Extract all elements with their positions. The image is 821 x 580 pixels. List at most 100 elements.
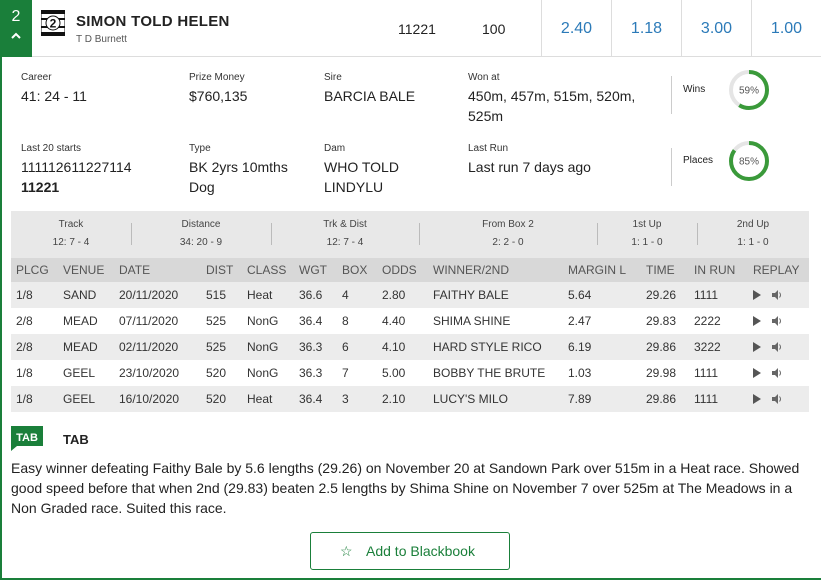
form-table-header: PLCG VENUE DATE DIST CLASS WGT BOX ODDS … xyxy=(11,258,809,282)
cell-plcg: 1/8 xyxy=(16,366,33,380)
cell-class: NonG xyxy=(247,366,279,380)
cell-time: 29.98 xyxy=(646,366,677,380)
tab-logo: TAB xyxy=(11,426,43,451)
divider xyxy=(697,223,698,245)
stat-title: 2nd Up xyxy=(736,219,770,230)
col-header-venue: VENUE xyxy=(63,263,105,277)
chevron-up-icon[interactable] xyxy=(0,28,32,43)
stat-value: 2: 2 - 0 xyxy=(492,237,524,248)
cell-wgt: 36.3 xyxy=(299,340,323,354)
type-value: BK 2yrs 10mths Dog xyxy=(189,159,288,195)
play-icon[interactable] xyxy=(753,290,761,300)
cell-in-run: 1111 xyxy=(694,288,719,302)
box-number-badge[interactable]: 2 xyxy=(0,0,32,57)
col-header-odds: ODDS xyxy=(382,263,417,277)
play-icon[interactable] xyxy=(753,368,761,378)
last-20-starts-value: 111112611227114 xyxy=(21,159,132,175)
cell-time: 29.26 xyxy=(646,288,677,302)
rating: 100 xyxy=(482,21,506,37)
cell-date: 20/11/2020 xyxy=(119,288,179,302)
audio-icon[interactable] xyxy=(772,315,782,327)
cell-box: 7 xyxy=(342,366,349,380)
cell-in-run: 1111 xyxy=(694,366,719,380)
places-label: Places xyxy=(683,155,714,166)
cell-odds: 2.80 xyxy=(382,288,406,302)
cell-time: 29.86 xyxy=(646,340,677,354)
career-value: 41: 24 - 11 xyxy=(21,88,87,104)
play-icon[interactable] xyxy=(753,316,761,326)
cell-box: 8 xyxy=(342,314,349,328)
cell-box: 6 xyxy=(342,340,349,354)
stat-title: Distance xyxy=(181,219,221,230)
col-header-in-run: IN RUN xyxy=(694,263,736,277)
cell-venue: GEEL xyxy=(63,392,96,406)
cell-wgt: 36.4 xyxy=(299,392,323,406)
table-row: 1/8 SAND 20/11/2020 515 Heat 36.6 4 2.80 FAITHY … xyxy=(11,282,809,308)
last-run-label: Last Run xyxy=(468,143,509,154)
stat-track: Track 12: 7 - 4 xyxy=(11,211,131,258)
stat-value: 1: 1 - 0 xyxy=(631,237,663,248)
last-20-starts-label: Last 20 starts xyxy=(21,143,82,154)
type-label: Type xyxy=(189,143,211,154)
stat-title: Track xyxy=(58,219,84,230)
places-ring: 85% xyxy=(729,141,769,181)
odds-place-tote[interactable]: 1.00 xyxy=(751,0,821,57)
stat-distance: Distance 34: 20 - 9 xyxy=(131,211,271,258)
odds-win-tote[interactable]: 3.00 xyxy=(681,0,751,57)
svg-text:2: 2 xyxy=(50,17,57,31)
won-at-label: Won at xyxy=(468,72,500,83)
stat-title: 1st Up xyxy=(632,219,662,230)
cell-odds: 4.40 xyxy=(382,314,406,328)
cell-margin: 5.64 xyxy=(568,288,592,302)
cell-dist: 520 xyxy=(206,366,227,380)
cell-class: Heat xyxy=(247,288,273,302)
play-icon[interactable] xyxy=(753,342,761,352)
table-row: 1/8 GEEL 23/10/2020 520 NonG 36.3 7 5.00 BOBBY T… xyxy=(11,360,809,386)
box-number: 2 xyxy=(11,8,21,25)
tab-logo-text: TAB xyxy=(16,432,38,444)
audio-icon[interactable] xyxy=(772,367,782,379)
cell-winner: BOBBY THE BRUTE xyxy=(433,366,546,380)
won-at-value: 450m, 457m, 515m, 520m, 525m xyxy=(468,88,636,124)
cell-date: 07/11/2020 xyxy=(119,314,179,328)
runner-header[interactable]: 2 2 SIMON TOLD HELEN T D Burnett 11221 1… xyxy=(0,0,821,57)
cell-in-run: 1111 xyxy=(694,392,719,406)
cell-margin: 7.89 xyxy=(568,392,592,406)
wins-ring: 59% xyxy=(729,70,769,110)
stat-first-up: 1st Up 1: 1 - 0 xyxy=(597,211,697,258)
cell-winner: SHIMA SHINE xyxy=(433,314,511,328)
cell-odds: 5.00 xyxy=(382,366,406,380)
cell-class: NonG xyxy=(247,314,279,328)
stat-value: 1: 1 - 0 xyxy=(737,237,769,248)
stat-second-up: 2nd Up 1: 1 - 0 xyxy=(697,211,809,258)
play-icon[interactable] xyxy=(753,394,761,404)
cell-winner: FAITHY BALE xyxy=(433,288,509,302)
col-header-margin: MARGIN L xyxy=(568,263,627,277)
col-header-plcg: PLCG xyxy=(16,263,49,277)
divider xyxy=(671,148,672,186)
cell-dist: 515 xyxy=(206,288,227,302)
audio-icon[interactable] xyxy=(772,289,782,301)
places-percent: 85% xyxy=(739,157,759,168)
wins-label: Wins xyxy=(683,84,706,95)
cell-time: 29.86 xyxy=(646,392,677,406)
divider xyxy=(597,223,598,245)
cell-odds: 2.10 xyxy=(382,392,406,406)
cell-venue: GEEL xyxy=(63,366,96,380)
col-header-time: TIME xyxy=(646,263,675,277)
odds-place-fixed[interactable]: 1.18 xyxy=(611,0,681,57)
prize-money-label: Prize Money xyxy=(189,72,245,83)
cell-date: 23/10/2020 xyxy=(119,366,180,380)
add-to-blackbook-button[interactable]: ☆ Add to Blackbook xyxy=(310,532,510,570)
odds-win-fixed[interactable]: 2.40 xyxy=(541,0,611,57)
cell-box: 4 xyxy=(342,288,349,302)
divider xyxy=(131,223,132,245)
audio-icon[interactable] xyxy=(772,393,782,405)
cell-box: 3 xyxy=(342,392,349,406)
table-row: 2/8 MEAD 07/11/2020 525 NonG 36.4 8 4.40 SHIMA S… xyxy=(11,308,809,334)
table-row: 2/8 MEAD 02/11/2020 525 NonG 36.3 6 4.10 HARD ST… xyxy=(11,334,809,360)
cell-dist: 525 xyxy=(206,314,227,328)
cell-margin: 2.47 xyxy=(568,314,592,328)
audio-icon[interactable] xyxy=(772,341,782,353)
dog-name[interactable]: SIMON TOLD HELEN xyxy=(76,13,230,30)
